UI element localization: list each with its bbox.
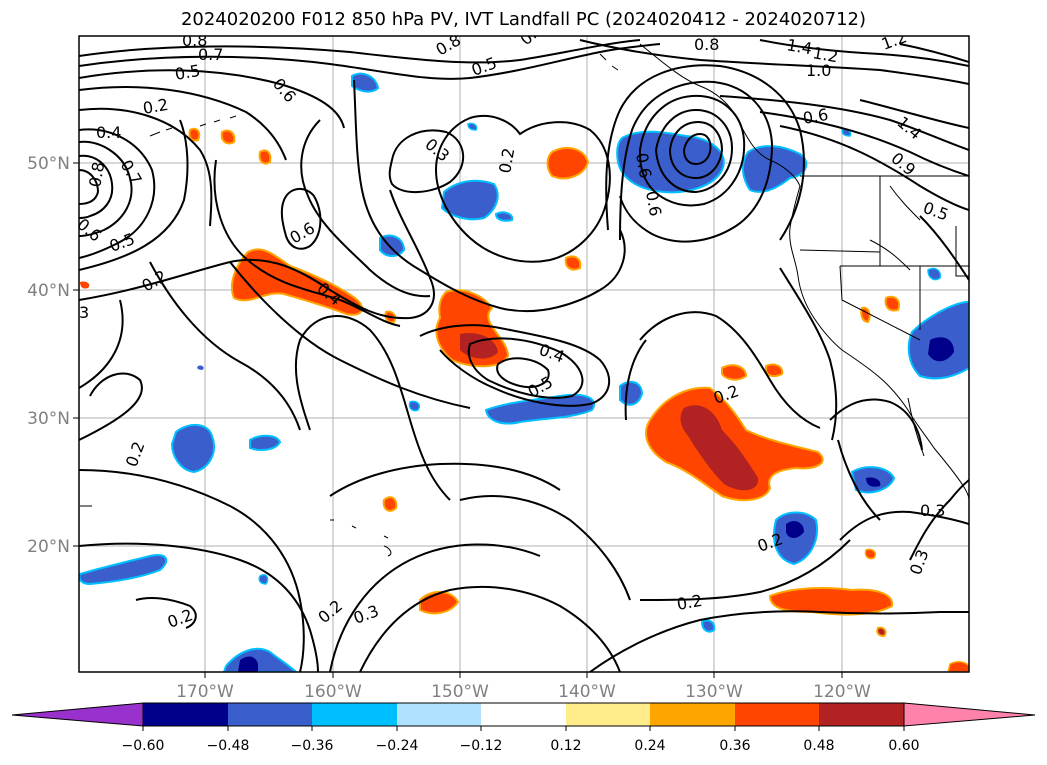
map-frame <box>78 35 970 673</box>
colorbar-bin <box>312 703 397 726</box>
colorbar-extend-min <box>11 702 144 727</box>
lat-tick-label: 20°N <box>27 537 70 557</box>
figure-title: 2024020200 F012 850 hPa PV, IVT Landfall… <box>180 9 867 30</box>
lon-tick-label: 150°W <box>431 682 489 702</box>
contour-label: 0.2 <box>675 591 703 614</box>
colorbar-tick-label: 0.12 <box>550 738 581 754</box>
lat-tick-labels: 20°N 30°N 40°N 50°N <box>27 154 70 557</box>
contour-label: 0.8 <box>182 31 207 50</box>
contour-label: 0.2 <box>141 95 169 118</box>
lon-tick-label: 160°W <box>304 682 362 702</box>
colorbar-tick-label: −0.12 <box>460 738 503 754</box>
contour-label: 3 <box>79 303 89 322</box>
lon-tick-label: 140°W <box>558 682 616 702</box>
lon-tick-label: 170°W <box>176 682 234 702</box>
colorbar: −0.60 −0.48 −0.36 −0.24 −0.12 0.12 0.24 … <box>11 702 1036 754</box>
colorbar-bin <box>735 703 819 726</box>
colorbar-extend-max <box>903 702 1036 727</box>
contour-label: 0.6 <box>801 105 829 128</box>
colorbar-bin <box>228 703 312 726</box>
colorbar-tick-label: −0.60 <box>122 738 165 754</box>
colorbar-tick-label: 0.48 <box>803 738 834 754</box>
lat-tick-label: 50°N <box>27 154 70 174</box>
pv-contours <box>79 39 969 672</box>
colorbar-bin <box>566 703 650 726</box>
contour-label: 1.2 <box>811 43 839 66</box>
colorbar-bin <box>819 703 904 726</box>
colorbar-bin <box>397 703 481 726</box>
colorbar-tick-label: 0.36 <box>719 738 750 754</box>
contour-label: 0.2 <box>495 146 518 174</box>
coastlines <box>80 43 969 557</box>
colorbar-bin <box>481 703 566 726</box>
colorbar-tick-label: 0.24 <box>634 738 665 754</box>
contour-label: 0.5 <box>173 61 201 84</box>
contour-label: 0.8 <box>694 35 719 54</box>
contour-label: 1.0 <box>806 61 831 80</box>
colorbar-tick-label: −0.48 <box>207 738 250 754</box>
contour-label: 0.4 <box>96 123 121 142</box>
colorbar-tick-label: −0.24 <box>376 738 419 754</box>
contour-label: 0.8 <box>85 160 108 188</box>
lat-tick-label: 30°N <box>27 409 70 429</box>
colorbar-tick-label: 0.60 <box>888 738 919 754</box>
contour-label: 0.6 <box>632 151 655 179</box>
lon-tick-labels: 170°W 160°W 150°W 140°W 130°W 120°W <box>176 682 871 702</box>
positive-pv-shading <box>80 127 969 672</box>
lon-tick-marks <box>204 672 843 678</box>
contour-label: 0.3 <box>920 501 945 520</box>
contour-label: 0.7 <box>198 45 223 64</box>
graticule <box>79 36 969 672</box>
lat-tick-label: 40°N <box>27 281 70 301</box>
contour-label: 0.6 <box>642 189 665 217</box>
colorbar-tick-label: −0.36 <box>291 738 334 754</box>
lon-tick-label: 130°W <box>685 682 743 702</box>
colorbar-bin <box>143 703 228 726</box>
lon-tick-label: 120°W <box>813 682 871 702</box>
contour-label: 1.4 <box>785 35 813 58</box>
lat-tick-marks <box>73 162 79 547</box>
colorbar-bin <box>650 703 735 726</box>
